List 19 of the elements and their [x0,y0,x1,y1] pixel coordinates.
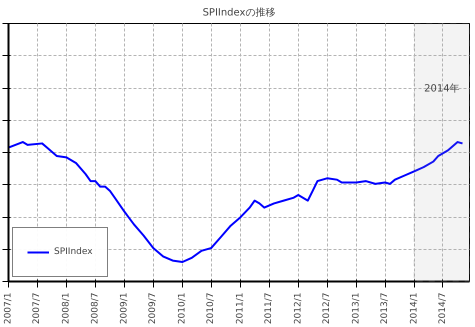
x-tick-label: 2011/7 [264,292,274,324]
legend-label: SPIIndex [54,247,93,257]
x-tick-label: 2012/1 [293,292,304,324]
x-tick-label: 2010/7 [206,292,216,324]
x-tick-label: 2014/1 [409,292,420,324]
x-tick-label: 2013/7 [380,292,390,324]
x-tick-label: 2007/7 [32,292,42,324]
x-tick-label: 2010/1 [177,292,188,324]
chart-title: SPIIndexの推移 [202,6,276,18]
band-label: 2014年 [424,82,460,95]
x-tick-label: 2014/7 [438,292,448,324]
x-tick-label: 2007/1 [4,292,14,324]
x-tick-label: 2012/7 [322,292,332,324]
x-tick-label: 2008/7 [90,292,100,324]
x-tick-label: 2011/1 [235,292,246,324]
x-tick-label: 2013/1 [351,292,362,324]
x-tick-label: 2009/7 [148,292,158,324]
x-tick-label: 2009/1 [120,292,130,324]
x-tick-label: 2008/1 [61,292,72,324]
